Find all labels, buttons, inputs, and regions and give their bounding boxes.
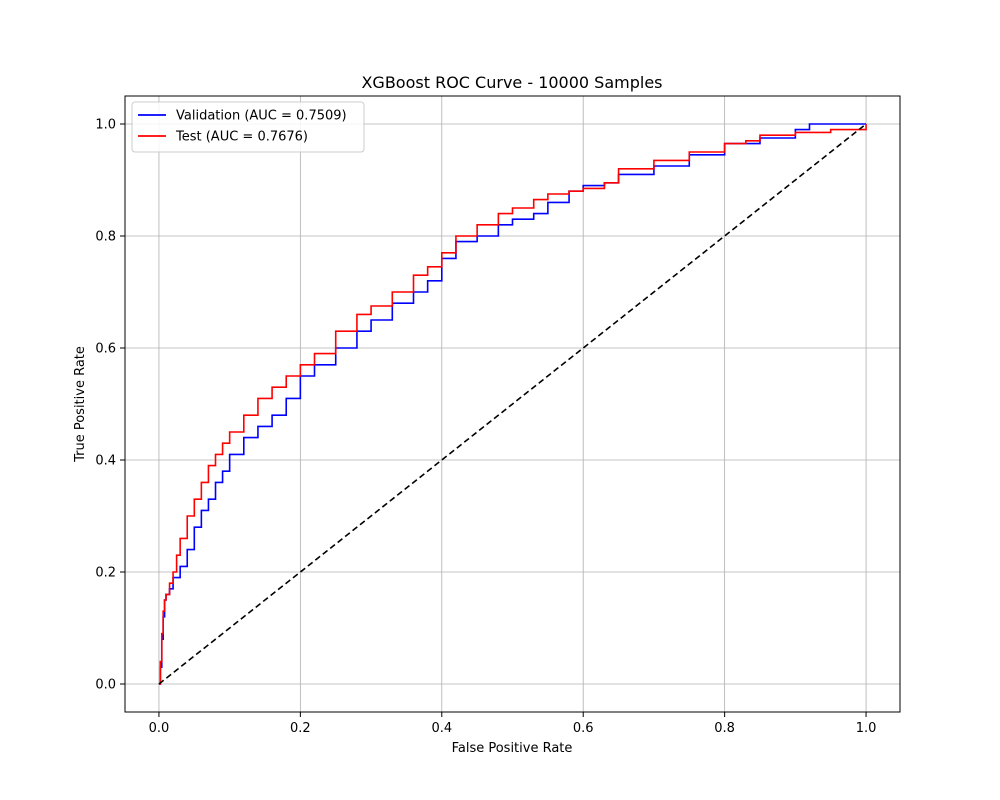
legend: Validation (AUC = 0.7509) Test (AUC = 0.7… bbox=[131, 101, 365, 153]
x-tick-label: 0.2 bbox=[290, 721, 311, 736]
y-tick-label: 0.6 bbox=[95, 342, 116, 357]
y-tick-label: 0.4 bbox=[95, 454, 116, 469]
diagonal-reference-line bbox=[158, 123, 867, 685]
chart-title: XGBoost ROC Curve - 10000 Samples bbox=[361, 73, 662, 92]
x-tick-label: 0.0 bbox=[149, 721, 170, 736]
legend-entry: Validation (AUC = 0.7509) bbox=[176, 109, 347, 124]
x-axis-label: False Positive Rate bbox=[452, 741, 573, 756]
y-tick-label: 0.0 bbox=[95, 678, 116, 693]
y-tick-label: 0.2 bbox=[95, 566, 116, 581]
legend-box bbox=[131, 101, 365, 153]
series-line-1 bbox=[158, 124, 867, 685]
ticks: 0.0 0.2 0.4 0.6 0.8 1.0 0.0 0.2 0.4 0.6 0.8 1.0 bbox=[95, 118, 876, 737]
x-tick-label: 0.8 bbox=[714, 721, 735, 736]
x-tick-label: 1.0 bbox=[856, 721, 877, 736]
series-layer bbox=[158, 123, 867, 685]
x-tick-label: 0.6 bbox=[573, 721, 594, 736]
y-tick-label: 0.8 bbox=[95, 230, 116, 245]
y-tick-label: 1.0 bbox=[95, 118, 116, 133]
legend-entry: Test (AUC = 0.7676) bbox=[175, 130, 308, 145]
x-tick-label: 0.4 bbox=[431, 721, 452, 736]
plot-frame bbox=[124, 95, 901, 713]
y-axis-label: True Positive Rate bbox=[73, 346, 88, 463]
